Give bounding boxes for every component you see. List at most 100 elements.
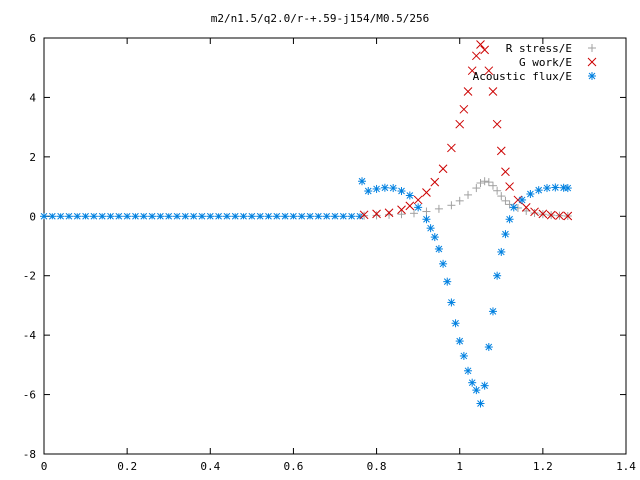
data-point: [98, 212, 107, 220]
data-point: [214, 212, 223, 220]
x-tick-label: 0.8: [367, 460, 387, 473]
data-point: [447, 143, 456, 153]
data-point: [497, 247, 506, 256]
x-tick-label: 0.4: [200, 460, 220, 473]
data-point: [347, 212, 356, 220]
data-point: [331, 212, 339, 220]
data-point: [385, 210, 394, 219]
y-tick-label: -2: [23, 270, 36, 283]
data-point: [56, 212, 65, 220]
data-point: [89, 212, 98, 220]
data-point: [476, 179, 485, 188]
data-point: [73, 212, 82, 220]
data-point: [359, 210, 369, 220]
legend-label: R stress/E: [506, 42, 572, 55]
x-tick-label: 0: [41, 460, 48, 473]
data-point: [505, 200, 514, 209]
series-acoustic-flux-e: [358, 177, 572, 408]
data-point: [488, 181, 497, 190]
data-point: [372, 184, 381, 193]
data-point: [389, 184, 398, 193]
data-point: [447, 298, 456, 307]
data-point: [397, 210, 406, 219]
data-point: [468, 378, 477, 387]
x-tick-label: 1.2: [533, 460, 553, 473]
data-point: [123, 212, 132, 220]
data-point: [189, 212, 198, 220]
legend-marker: [588, 44, 596, 52]
data-point: [197, 212, 206, 220]
data-point: [409, 209, 418, 218]
data-point: [173, 212, 182, 220]
data-point: [405, 191, 414, 200]
data-point: [546, 210, 556, 220]
chart-title: m2/n1.5/q2.0/r-+.59-j154/M0.5/256: [211, 12, 430, 25]
data-point: [339, 212, 348, 220]
x-tick-label: 0.2: [117, 460, 137, 473]
data-point: [496, 146, 506, 156]
y-tick-label: 4: [29, 91, 36, 104]
data-point: [480, 381, 489, 390]
data-point: [384, 208, 394, 218]
legend-label: G work/E: [519, 56, 572, 69]
data-point: [522, 206, 531, 215]
data-point: [358, 177, 367, 186]
data-point: [488, 87, 498, 96]
data-point: [451, 319, 460, 328]
data-point: [438, 164, 448, 174]
data-point: [239, 212, 248, 220]
data-point: [434, 244, 443, 253]
data-point: [397, 205, 406, 215]
data-point: [563, 184, 572, 193]
data-point: [405, 201, 415, 211]
data-point: [64, 212, 73, 220]
data-point: [247, 212, 256, 220]
data-point: [543, 184, 552, 193]
data-point: [272, 212, 281, 220]
data-point: [455, 196, 464, 205]
data-point: [222, 212, 231, 220]
data-point: [430, 177, 440, 187]
data-point: [413, 195, 423, 205]
data-point: [513, 195, 523, 205]
data-point: [297, 212, 306, 220]
data-point: [530, 207, 539, 217]
data-point: [380, 183, 389, 192]
data-point: [455, 119, 465, 129]
data-point: [509, 203, 518, 212]
data-point: [551, 183, 560, 192]
data-point: [538, 209, 548, 219]
y-tick-label: -8: [23, 448, 36, 461]
data-point: [439, 259, 448, 268]
y-tick-label: 2: [29, 151, 36, 164]
data-point: [447, 201, 456, 210]
data-point: [467, 66, 477, 76]
legend-marker: [587, 57, 597, 67]
data-point: [501, 196, 510, 205]
data-point: [484, 66, 494, 76]
data-point: [256, 212, 265, 220]
data-point: [484, 343, 493, 352]
data-point: [480, 177, 489, 186]
y-tick-label: 6: [29, 32, 36, 45]
data-point: [476, 399, 485, 408]
data-point: [459, 104, 469, 114]
data-point: [364, 187, 373, 196]
data-point: [289, 212, 298, 220]
data-point: [521, 203, 531, 212]
axis-ticks: 0 0.2 0.4 0.6 0.8 1 1.2 1.4 6 4 2 0 -2 -4 -6 -8: [23, 32, 637, 473]
data-point: [471, 51, 481, 61]
data-point: [563, 211, 573, 221]
data-point: [281, 212, 290, 220]
x-tick-label: 1: [456, 460, 463, 473]
data-point: [430, 233, 439, 242]
y-tick-label: -6: [23, 389, 36, 402]
data-point: [492, 119, 502, 129]
data-point: [314, 212, 323, 220]
data-point: [464, 366, 473, 375]
data-point: [443, 277, 452, 286]
data-point: [434, 204, 443, 213]
data-point: [493, 186, 502, 195]
